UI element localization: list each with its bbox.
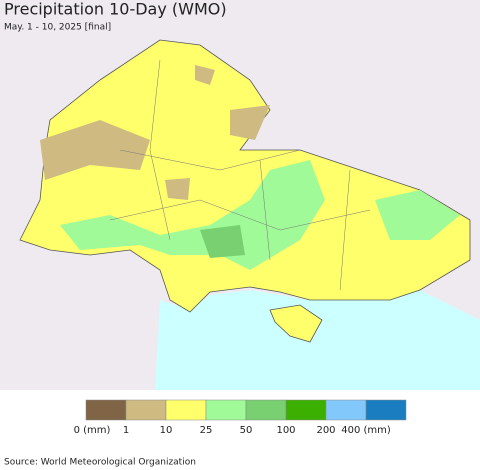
legend-label: 400 (mm) xyxy=(341,425,391,436)
source: Source: World Meteorological Organizatio… xyxy=(4,458,196,468)
region-borders xyxy=(109,59,371,291)
legend-label: 100 xyxy=(276,425,295,436)
dry-zone xyxy=(40,120,150,180)
dry-zone xyxy=(195,65,215,85)
legend-swatch xyxy=(165,399,207,421)
legend-swatch xyxy=(205,399,247,421)
legend-label: 50 xyxy=(240,425,253,436)
legend-label: 1 xyxy=(123,425,129,436)
legend: 0 (mm) 1 10 25 50 100 200 400 (mm) xyxy=(74,399,407,436)
dry-zone xyxy=(165,178,190,200)
wet-zone xyxy=(200,225,245,258)
wet-zone xyxy=(60,160,325,270)
sea xyxy=(155,290,480,390)
legend-label: 200 xyxy=(316,425,335,436)
legend-swatch xyxy=(245,399,287,421)
legend-swatch xyxy=(125,399,167,421)
subtitle: May. 1 - 10, 2025 [final] xyxy=(4,23,111,33)
legend-label: 0 (mm) xyxy=(74,425,111,436)
wet-zone xyxy=(375,190,460,240)
legend-swatch xyxy=(325,399,367,421)
legend-swatch xyxy=(85,399,127,421)
crimea xyxy=(269,304,323,343)
legend-swatch xyxy=(285,399,327,421)
legend-label: 25 xyxy=(200,425,213,436)
legend-swatch xyxy=(365,399,407,421)
title: Precipitation 10-Day (WMO) xyxy=(4,0,227,19)
dry-zone xyxy=(230,105,270,140)
legend-label: 10 xyxy=(160,425,173,436)
